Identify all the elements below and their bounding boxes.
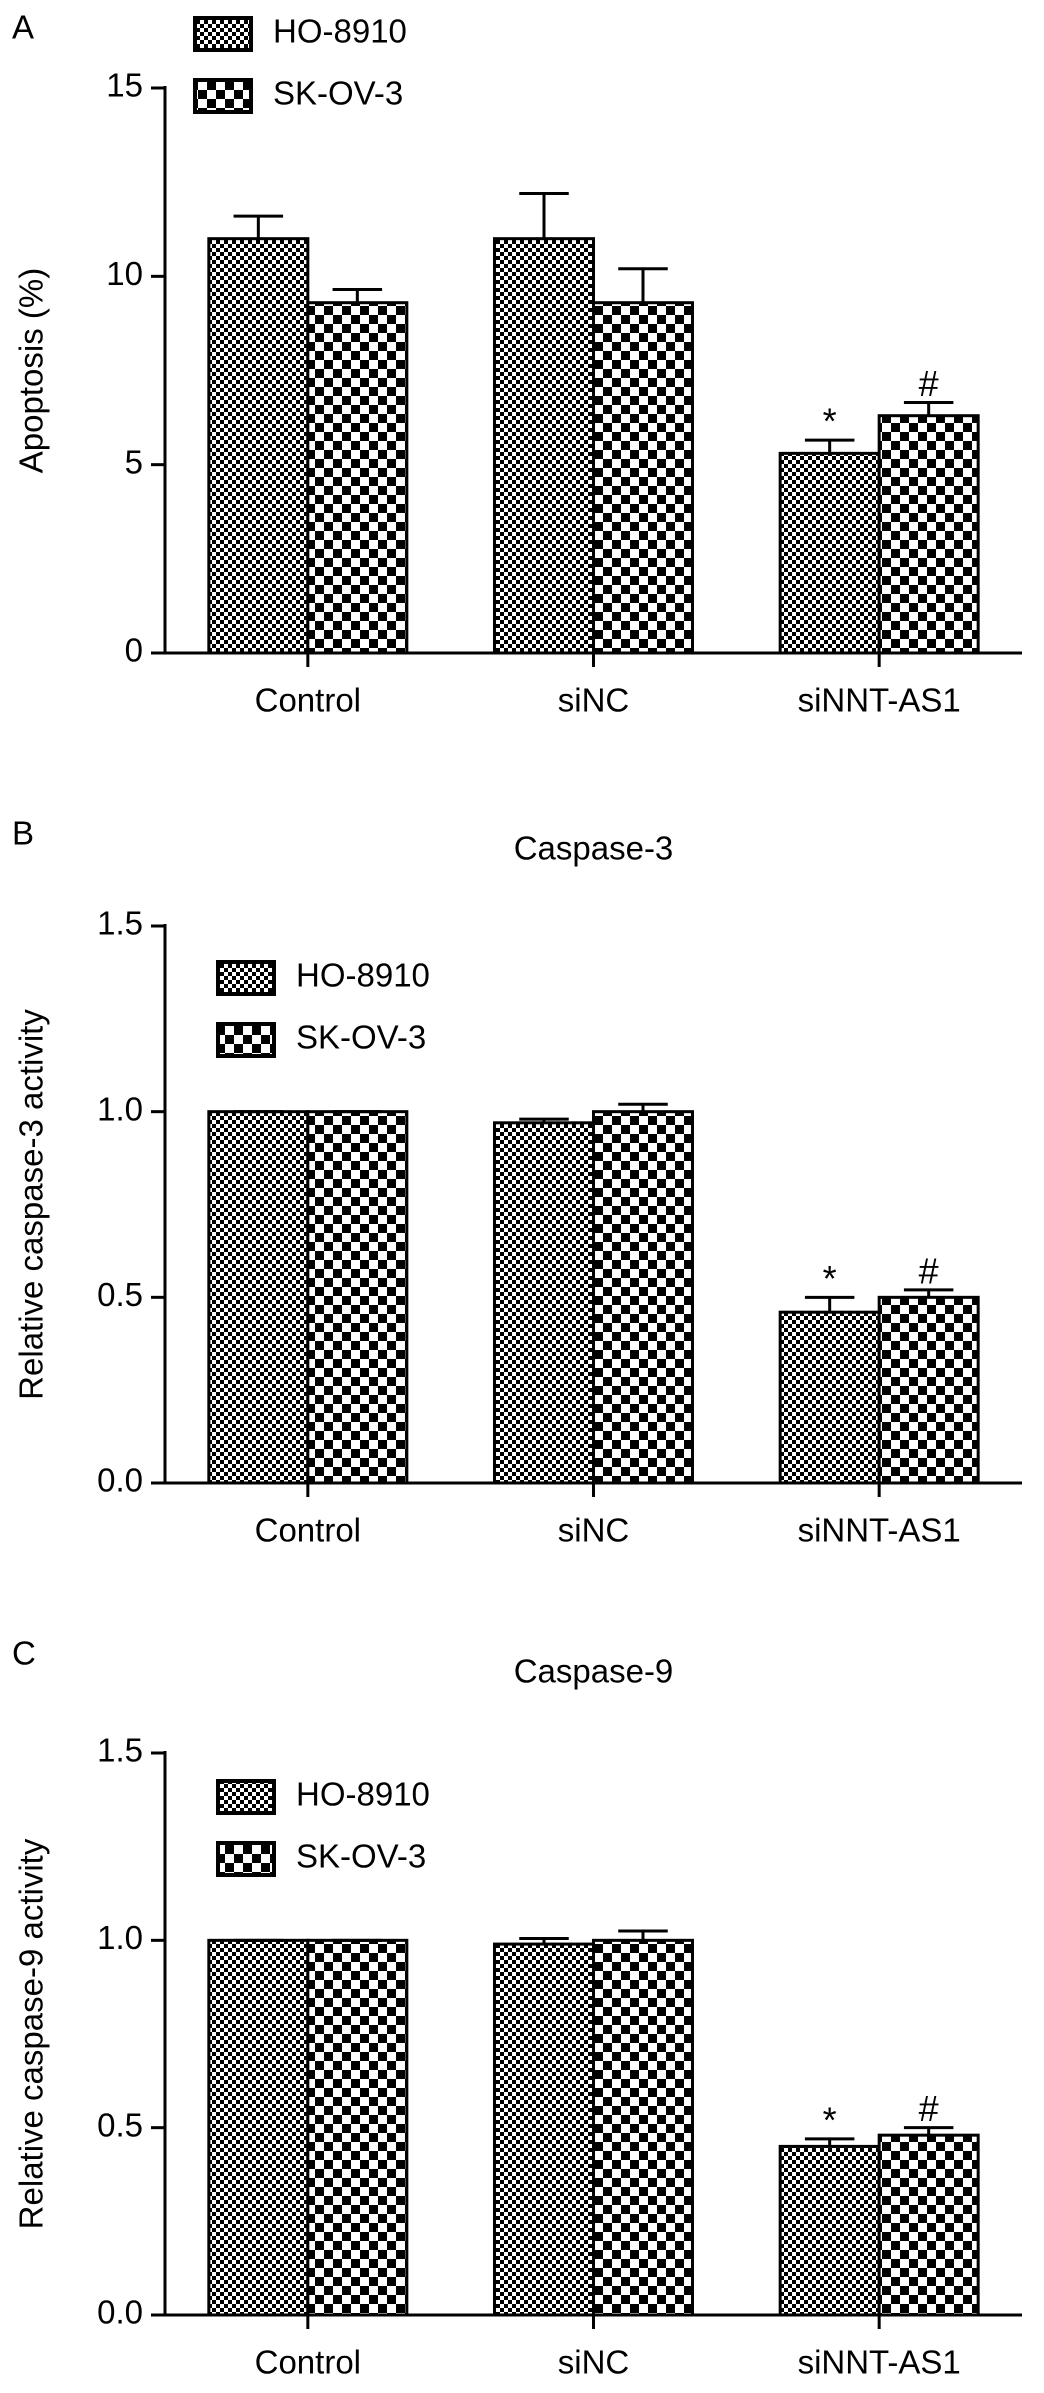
- x-tick-label: siNC: [558, 2344, 630, 2381]
- y-tick-label: 0.0: [97, 2294, 143, 2331]
- significance-mark: *: [823, 401, 837, 442]
- x-tick-label: Control: [255, 1512, 361, 1549]
- chart-title: Caspase-9: [514, 1653, 674, 1690]
- bar: [592, 301, 694, 655]
- y-tick-label: 0: [125, 632, 143, 669]
- x-tick-label: siNNT-AS1: [798, 682, 961, 719]
- bar: [306, 1938, 409, 2317]
- legend-swatch: [216, 1841, 276, 1877]
- x-tick-label: siNC: [558, 1512, 630, 1549]
- y-tick-label: 5: [125, 443, 143, 480]
- x-tick-label: Control: [255, 682, 361, 719]
- bar: [877, 414, 980, 655]
- y-tick-label: 0.0: [97, 1462, 143, 1499]
- bar: [592, 1110, 694, 1485]
- x-tick-label: siNC: [558, 682, 630, 719]
- y-tick-label: 1.0: [97, 1090, 143, 1127]
- significance-mark: #: [919, 2088, 939, 2129]
- bar: [207, 237, 310, 655]
- bar: [778, 2144, 881, 2317]
- error-bar: [332, 288, 383, 303]
- significance-mark: #: [919, 363, 939, 404]
- x-tick-label: siNNT-AS1: [798, 2344, 961, 2381]
- error-bar: [903, 1288, 954, 1298]
- legend-label: HO-8910: [296, 1776, 430, 1813]
- legend-label: SK-OV-3: [296, 1838, 426, 1875]
- significance-mark: *: [823, 2099, 837, 2140]
- error-bar: [618, 1102, 668, 1112]
- error-bar: [519, 1936, 569, 1945]
- legend-swatch: [216, 1779, 276, 1815]
- legend-label: SK-OV-3: [296, 1019, 426, 1056]
- legend-swatch: [216, 960, 276, 996]
- bar: [877, 1295, 980, 1485]
- error-bar: [618, 1929, 668, 1941]
- y-tick-label: 0.5: [97, 2106, 143, 2143]
- bar: [877, 2133, 980, 2317]
- error-bar: [903, 2126, 954, 2136]
- x-tick-label: siNNT-AS1: [798, 1512, 961, 1549]
- y-tick-label: 1.5: [97, 1732, 143, 1769]
- error-bar: [903, 401, 954, 416]
- y-tick-label: 0.5: [97, 1276, 143, 1313]
- bar: [207, 1938, 310, 2317]
- error-bar: [233, 214, 284, 239]
- legend-label: HO-8910: [273, 13, 407, 50]
- legend-swatch: [193, 78, 253, 114]
- significance-mark: #: [919, 1250, 939, 1291]
- y-tick-label: 1.5: [97, 905, 143, 942]
- bar: [493, 1942, 595, 2317]
- bar: [306, 301, 409, 655]
- error-bar: [519, 1117, 569, 1123]
- y-axis-label: Relative caspase-3 activity: [13, 1009, 50, 1400]
- y-tick-label: 15: [106, 67, 143, 104]
- y-tick-label: 10: [106, 255, 143, 292]
- chart-title: Caspase-3: [514, 830, 674, 867]
- bar: [306, 1110, 409, 1485]
- panel-label: C: [12, 1635, 36, 1672]
- error-bar: [804, 438, 855, 454]
- legend-label: SK-OV-3: [273, 75, 403, 112]
- legend-swatch: [193, 16, 253, 52]
- error-bar: [804, 1295, 855, 1313]
- x-tick-label: Control: [255, 2344, 361, 2381]
- y-tick-label: 1.0: [97, 1919, 143, 1956]
- bar: [493, 1121, 595, 1485]
- error-bar: [618, 267, 668, 303]
- bar: [778, 451, 881, 655]
- error-bar: [804, 2137, 855, 2147]
- error-bar: [519, 191, 569, 239]
- panel-label: B: [12, 815, 34, 852]
- bar: [207, 1110, 310, 1485]
- bar: [778, 1310, 881, 1485]
- bar: [493, 237, 595, 655]
- significance-mark: *: [823, 1258, 837, 1299]
- legend-swatch: [216, 1022, 276, 1058]
- legend-label: HO-8910: [296, 957, 430, 994]
- y-axis-label: Apoptosis (%): [13, 268, 50, 473]
- y-axis-label: Relative caspase-9 activity: [13, 1838, 50, 2229]
- bar: [592, 1938, 694, 2317]
- panel-label: A: [12, 9, 34, 46]
